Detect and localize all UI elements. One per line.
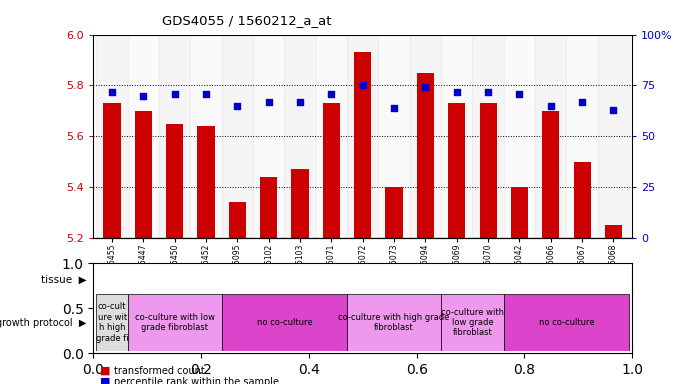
Bar (135, 111, 152, 238)
Bar (574, 162, 591, 238)
Text: co-culture with low
grade fibroblast: co-culture with low grade fibroblast (135, 313, 215, 332)
Bar (480, 103, 497, 238)
Bar (441, 35, 473, 238)
Text: no co-culture: no co-culture (256, 318, 312, 327)
Point (138, 93, 149, 99)
Bar (260, 177, 277, 238)
Bar (191, 35, 222, 238)
Text: no co-culture: no co-culture (539, 318, 594, 327)
Point (388, 105, 399, 111)
Point (169, 91, 180, 97)
Text: high grade tumor: high grade tumor (173, 274, 271, 285)
Point (451, 88, 462, 94)
Bar (598, 35, 629, 238)
Bar (542, 111, 560, 238)
Point (608, 107, 619, 113)
Point (232, 103, 243, 109)
Bar (605, 225, 622, 238)
Point (263, 99, 274, 105)
Bar (504, 35, 535, 238)
Text: co-culture with
low grade
fibroblast: co-culture with low grade fibroblast (441, 308, 504, 338)
Bar (504, 294, 629, 351)
Point (545, 103, 556, 109)
Bar (379, 35, 410, 238)
Bar (97, 35, 128, 238)
Point (514, 91, 525, 97)
Bar (128, 35, 159, 238)
Bar (535, 35, 567, 238)
Bar (354, 52, 371, 238)
Bar (347, 265, 629, 294)
Text: low grade tumor: low grade tumor (442, 274, 534, 285)
Bar (198, 126, 215, 238)
Bar (316, 35, 347, 238)
Point (482, 88, 493, 94)
Bar (448, 103, 466, 238)
Bar (323, 103, 340, 238)
Bar (159, 35, 191, 238)
Bar (285, 35, 316, 238)
Text: ■: ■ (100, 377, 111, 384)
Text: percentile rank within the sample: percentile rank within the sample (114, 377, 279, 384)
Bar (567, 35, 598, 238)
Bar (222, 35, 253, 238)
Bar (347, 35, 379, 238)
Bar (417, 73, 434, 238)
Point (326, 91, 337, 97)
Text: tissue  ▶: tissue ▶ (41, 274, 86, 285)
Text: GDS4055 / 1560212_a_at: GDS4055 / 1560212_a_at (162, 14, 332, 27)
Bar (410, 35, 441, 238)
Text: co-cult
ure wit
h high
grade fi: co-cult ure wit h high grade fi (96, 303, 129, 343)
Point (106, 88, 117, 94)
Point (357, 83, 368, 89)
Point (200, 91, 211, 97)
Bar (511, 187, 528, 238)
Text: co-culture with high grade
fibroblast: co-culture with high grade fibroblast (339, 313, 450, 332)
Point (294, 99, 305, 105)
Point (576, 99, 587, 105)
Bar (253, 35, 285, 238)
Point (420, 84, 431, 91)
Bar (473, 35, 504, 238)
Text: ■: ■ (100, 366, 111, 376)
Bar (97, 294, 128, 351)
Bar (229, 202, 246, 238)
Bar (222, 294, 347, 351)
Bar (128, 294, 222, 351)
Bar (386, 187, 403, 238)
Bar (104, 103, 121, 238)
Text: growth protocol  ▶: growth protocol ▶ (0, 318, 86, 328)
Bar (347, 294, 441, 351)
Bar (166, 124, 183, 238)
Text: transformed count: transformed count (114, 366, 205, 376)
Bar (97, 265, 347, 294)
Bar (292, 169, 309, 238)
Bar (441, 294, 504, 351)
